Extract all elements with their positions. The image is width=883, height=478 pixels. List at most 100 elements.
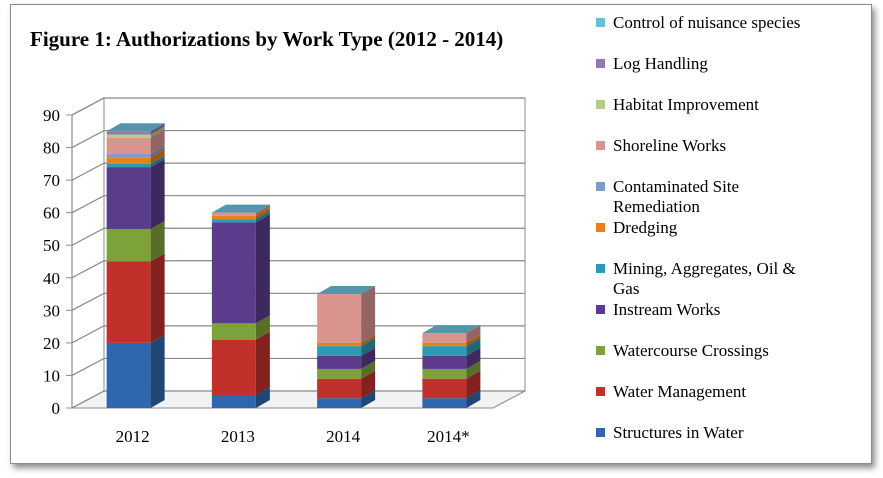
- bar-segment: [211, 339, 256, 395]
- bar-segment-side: [361, 347, 376, 369]
- bar-segment-side: [466, 347, 481, 369]
- y-tick-label: 20: [43, 334, 60, 353]
- bar-segment: [106, 342, 151, 408]
- bars: [106, 123, 481, 408]
- bar-segment-side: [150, 149, 165, 164]
- legend-item: Habitat Improvement: [596, 95, 759, 114]
- legend-swatch: [596, 428, 605, 437]
- y-tick-label: 80: [43, 139, 60, 158]
- bar-segment: [211, 219, 256, 223]
- bar-segment-side: [466, 325, 481, 343]
- legend-label: Habitat Improvement: [613, 95, 759, 114]
- legend-swatch: [596, 305, 605, 314]
- bar-segment-side: [150, 129, 165, 155]
- bar-segment: [106, 167, 151, 229]
- legend-label: Remediation: [613, 197, 700, 216]
- legend-item: Shoreline Works: [596, 136, 726, 155]
- y-tick-label: 10: [43, 366, 60, 385]
- bar-segment: [317, 355, 362, 369]
- legend-item: Instream Works: [596, 300, 720, 319]
- y-axis-ticks: 0 10 20 30 40 50 60 70 80 90: [43, 106, 72, 418]
- legend-label: Water Management: [613, 382, 746, 401]
- legend-item: Watercourse Crossings: [596, 341, 769, 360]
- bar-segment: [422, 398, 467, 408]
- legend-label: Mining, Aggregates, Oil &: [613, 259, 796, 278]
- legend-label: Dredging: [613, 218, 678, 237]
- bar-segment: [422, 346, 467, 356]
- gridline: [71, 292, 525, 311]
- legend-label: Log Handling: [613, 54, 708, 73]
- legend-swatch: [596, 346, 605, 355]
- legend-label: Contaminated Site: [613, 177, 739, 196]
- legend-label: Gas: [613, 279, 639, 298]
- legend-label: Watercourse Crossings: [613, 341, 769, 360]
- bar-segment: [211, 323, 256, 340]
- bar-segment-side: [255, 315, 270, 340]
- bar-segment: [317, 378, 362, 399]
- y-tick-label: 40: [43, 269, 60, 288]
- bar-segment-side: [150, 126, 165, 138]
- bar-segment: [106, 154, 151, 158]
- bar-top: [106, 123, 165, 132]
- legend-swatch: [596, 100, 605, 109]
- bar-segment: [317, 398, 362, 408]
- bar-segment: [211, 215, 256, 220]
- bar-segment-side: [150, 253, 165, 343]
- bar-segment-side: [255, 211, 270, 223]
- bar-segment: [211, 394, 256, 408]
- gridline: [71, 227, 525, 246]
- legend-swatch: [596, 141, 605, 150]
- bar-segment-side: [255, 331, 270, 395]
- bar-segment: [106, 157, 151, 164]
- legend-swatch: [596, 387, 605, 396]
- bar-segment-side: [361, 286, 376, 343]
- bar-segment-side: [466, 370, 481, 399]
- bar-segment-side: [255, 214, 270, 324]
- bar-segment: [317, 368, 362, 379]
- y-tick-label: 70: [43, 171, 60, 190]
- bar-top: [317, 286, 376, 295]
- bar-segment-side: [255, 207, 270, 220]
- gridline: [71, 357, 525, 376]
- bar-top: [422, 325, 481, 334]
- legend-label: Shoreline Works: [613, 136, 726, 155]
- bar-segment-side: [466, 390, 481, 408]
- x-category-label: 2014: [326, 427, 361, 446]
- bar-top: [211, 204, 270, 213]
- x-category-label: 2013: [221, 427, 255, 446]
- legend-item: Control of nuisance species: [596, 13, 800, 32]
- bar-segment: [317, 346, 362, 356]
- legend-item: Structures in Water: [596, 423, 744, 442]
- legend-swatch: [596, 264, 605, 273]
- bar-stack: [106, 123, 165, 408]
- legend: Control of nuisance species Log Handling H…: [596, 13, 800, 442]
- gridline: [71, 325, 525, 344]
- bar-segment: [106, 131, 151, 135]
- x-category-label: 2012: [116, 427, 150, 446]
- bar-stack: [422, 325, 481, 408]
- y-tick-label: 50: [43, 236, 60, 255]
- bar-segment-side: [255, 386, 270, 408]
- bar-segment: [317, 342, 362, 347]
- gridline: [71, 195, 525, 214]
- bar-segment: [422, 342, 467, 347]
- bar-segment: [106, 137, 151, 155]
- y-tick-label: 30: [43, 301, 60, 320]
- bar-segment: [106, 261, 151, 343]
- y-tick-label: 60: [43, 204, 60, 223]
- bar-segment-side: [255, 204, 270, 216]
- legend-label: Control of nuisance species: [613, 13, 800, 32]
- y-tick-label: 0: [52, 399, 61, 418]
- bar-segment: [106, 163, 151, 168]
- bar-segment: [422, 333, 467, 343]
- bar-segment: [211, 222, 256, 324]
- bar-segment-side: [361, 334, 376, 347]
- bar-segment: [422, 355, 467, 369]
- bar-stack: [317, 286, 376, 408]
- bar-segment-side: [150, 155, 165, 168]
- bar-segment-side: [150, 220, 165, 262]
- bar-segment-side: [361, 360, 376, 379]
- bar-segment-side: [361, 390, 376, 408]
- legend-swatch: [596, 223, 605, 232]
